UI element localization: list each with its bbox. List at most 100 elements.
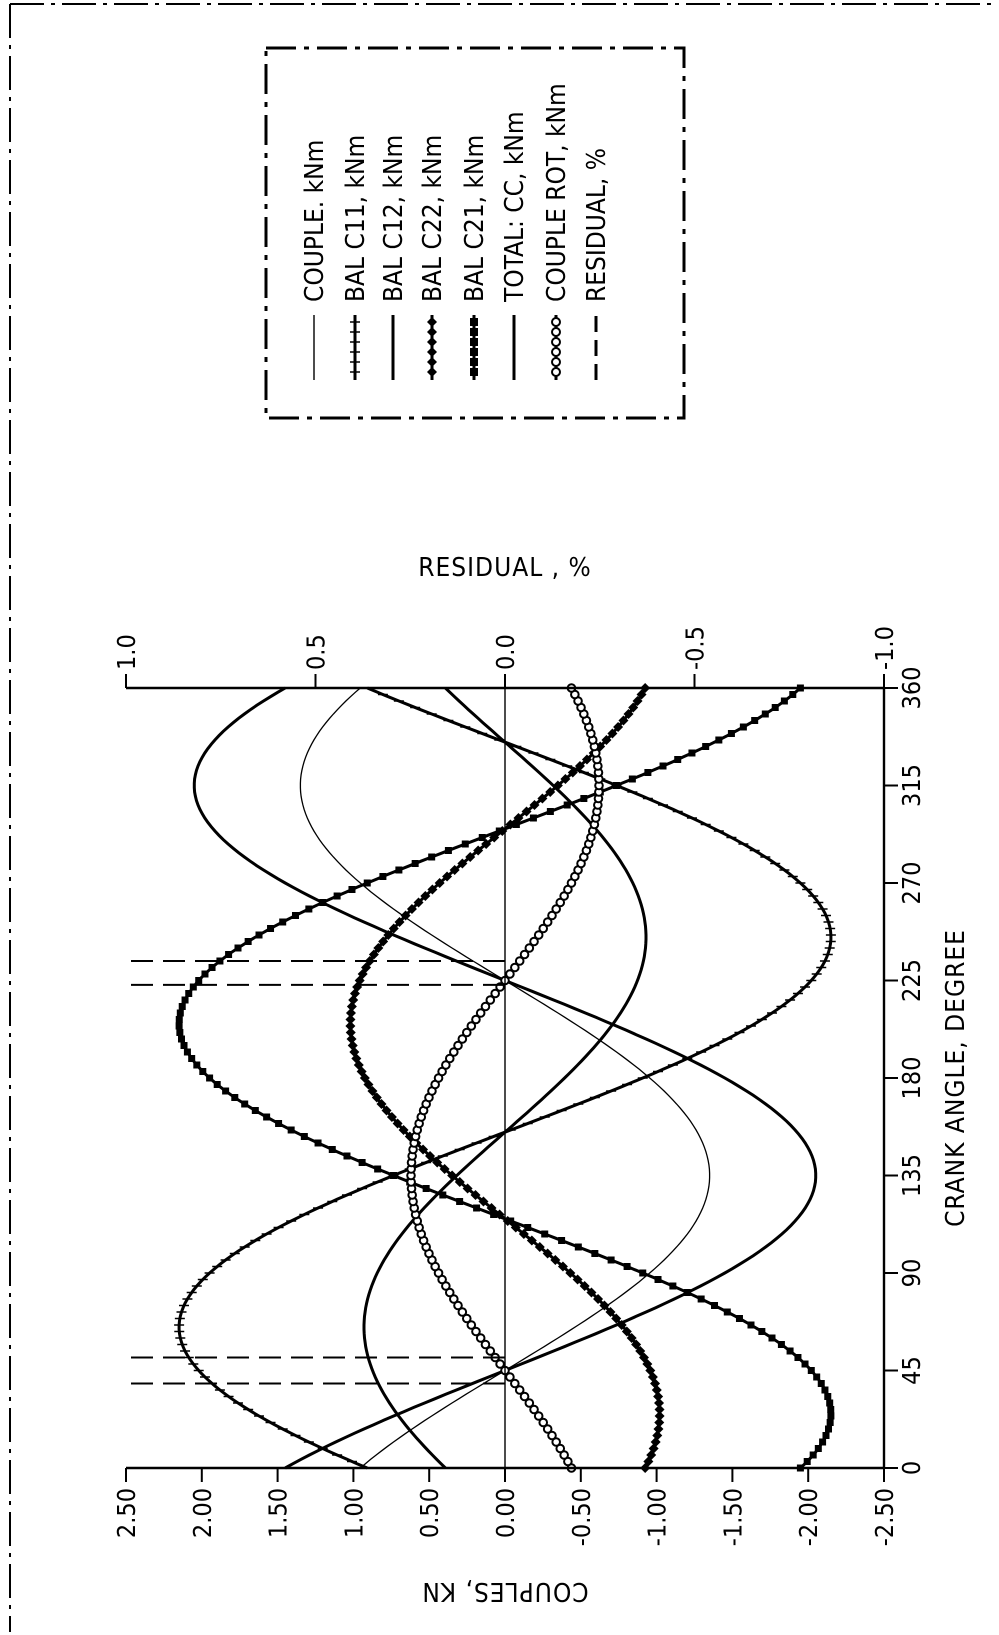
- point: [267, 925, 275, 932]
- point: [418, 1144, 429, 1155]
- point: [632, 696, 643, 706]
- point: [505, 969, 515, 979]
- point: [371, 1092, 382, 1103]
- point: [428, 853, 436, 861]
- point: [413, 897, 424, 908]
- point: [827, 1412, 835, 1420]
- y-tick-label: -2.50: [870, 1488, 899, 1546]
- point: [480, 1001, 491, 1012]
- point: [398, 1125, 409, 1135]
- point: [447, 1170, 458, 1181]
- point: [635, 1346, 646, 1356]
- point: [521, 806, 532, 817]
- point: [581, 754, 592, 765]
- point: [489, 832, 500, 843]
- series-5: [362, 686, 648, 1470]
- point: [533, 930, 544, 940]
- point: [454, 1177, 465, 1187]
- point: [199, 1068, 207, 1075]
- point: [432, 1157, 443, 1168]
- point: [529, 1404, 539, 1415]
- x-tick-label: 315: [897, 764, 926, 807]
- point: [473, 845, 484, 856]
- point: [514, 1385, 525, 1395]
- point: [363, 1079, 374, 1090]
- point: [777, 1341, 785, 1348]
- point: [510, 1378, 520, 1389]
- point: [529, 800, 540, 810]
- point: [552, 780, 563, 791]
- point: [654, 1417, 665, 1428]
- series-6: [406, 683, 604, 1473]
- point: [348, 886, 356, 893]
- point: [213, 1081, 221, 1088]
- point: [461, 1313, 472, 1324]
- point: [462, 1183, 473, 1194]
- legend-item: COUPLE. kNm: [300, 140, 330, 380]
- point: [449, 1294, 459, 1304]
- point: [473, 1204, 481, 1212]
- point: [457, 858, 468, 869]
- point: [817, 1380, 825, 1387]
- y-tick-label: -1.50: [718, 1488, 747, 1546]
- point: [647, 1372, 658, 1382]
- point: [300, 1133, 308, 1140]
- point: [580, 795, 588, 802]
- point: [231, 1094, 239, 1101]
- series-4: [175, 684, 835, 1472]
- point: [201, 970, 209, 978]
- point: [395, 866, 403, 874]
- point: [537, 793, 548, 804]
- point: [652, 1430, 663, 1441]
- legend-label: RESIDUAL, %: [582, 148, 612, 302]
- point: [185, 990, 193, 997]
- point: [653, 1424, 664, 1434]
- point: [346, 1034, 357, 1044]
- point: [255, 931, 263, 939]
- point: [747, 1321, 755, 1329]
- point: [524, 943, 535, 953]
- point: [821, 1386, 829, 1394]
- point: [480, 1339, 491, 1350]
- y2-tick-label: -0.5: [681, 626, 710, 670]
- point: [475, 1008, 486, 1018]
- point: [654, 1411, 665, 1421]
- point: [542, 1248, 553, 1259]
- point: [794, 1354, 802, 1361]
- point: [803, 1458, 811, 1465]
- point: [457, 1307, 468, 1317]
- point: [607, 728, 618, 739]
- point: [181, 996, 189, 1004]
- point: [314, 1139, 322, 1147]
- point: [638, 1352, 649, 1363]
- point: [826, 1399, 834, 1407]
- point: [427, 884, 438, 895]
- point: [406, 904, 417, 914]
- point: [780, 697, 788, 705]
- y2-tick-label: 0.5: [302, 634, 331, 670]
- point: [352, 982, 363, 992]
- point: [279, 918, 287, 926]
- legend-item: BAL C21, kNm: [460, 135, 490, 380]
- point: [478, 834, 486, 841]
- point: [351, 1053, 362, 1064]
- point: [611, 1313, 622, 1324]
- point: [631, 1339, 642, 1350]
- legend-label: BAL C22, kNm: [418, 135, 448, 302]
- y-tick-label: 1.00: [339, 1488, 368, 1538]
- point: [495, 1359, 505, 1369]
- point: [565, 1268, 576, 1278]
- point: [513, 813, 524, 823]
- series-2: [192, 686, 818, 1470]
- point: [485, 995, 496, 1005]
- point: [176, 1029, 184, 1036]
- point: [827, 1406, 835, 1413]
- point: [761, 710, 769, 718]
- point: [175, 1016, 183, 1023]
- point: [444, 1053, 455, 1064]
- point: [422, 1185, 430, 1192]
- legend-label: BAL C21, kNm: [460, 135, 490, 302]
- point: [819, 1438, 827, 1446]
- point: [439, 1164, 450, 1174]
- point: [533, 1411, 544, 1421]
